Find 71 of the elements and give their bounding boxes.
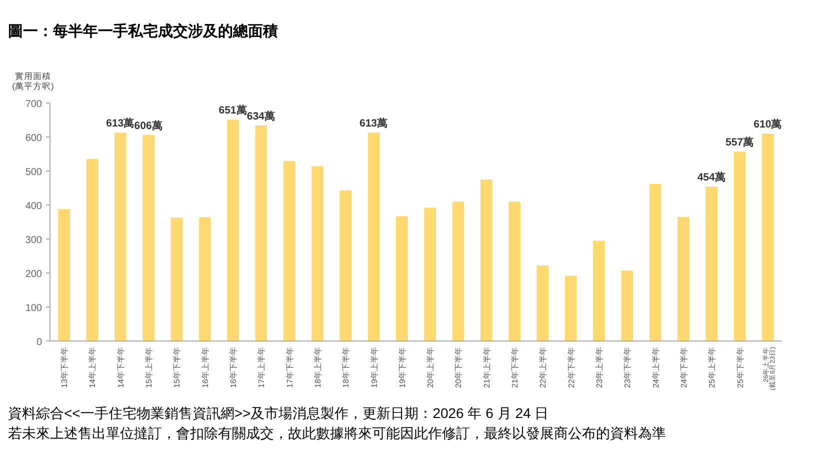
bar <box>593 240 605 341</box>
bar <box>283 161 296 341</box>
bar <box>480 180 492 341</box>
bar <box>340 190 352 341</box>
x-tick-label: 25年上半年 <box>708 347 717 388</box>
bar <box>58 209 70 341</box>
x-tick-label: 22年下半年 <box>566 347 576 388</box>
x-tick-label: 17年上半年 <box>257 347 266 388</box>
bar <box>312 166 324 341</box>
y-tick-label: 100 <box>25 303 42 314</box>
bar <box>762 134 774 341</box>
bar <box>536 266 549 341</box>
data-label: 610萬 <box>754 118 782 131</box>
x-tick-label: 25年下半年 <box>736 347 745 388</box>
bar <box>678 216 690 341</box>
x-tick-label: 24年下半年 <box>679 347 688 388</box>
y-axis-title: 實用面積 (萬平方呎) <box>12 71 54 91</box>
x-tick-label: 14年上半年 <box>88 347 98 388</box>
data-label: 557萬 <box>726 136 754 149</box>
x-tick-label: 22年上半年 <box>538 347 548 388</box>
x-tick-label: 16年下半年 <box>229 347 238 388</box>
bar <box>424 208 436 341</box>
chart-title: 圖一：每半年一手私宅成交涉及的總面積 <box>8 22 278 40</box>
bar <box>564 276 577 341</box>
y-tick-label: 500 <box>25 167 42 178</box>
bar <box>86 159 98 341</box>
bar <box>368 132 380 341</box>
bar <box>508 202 520 341</box>
bar <box>255 125 268 341</box>
x-tick-label: 20年上半年 <box>426 347 436 388</box>
bar <box>621 270 634 341</box>
x-tick-label: 18年上半年 <box>313 347 322 388</box>
x-tick-label: 18年下半年 <box>342 347 351 388</box>
data-label: 606萬 <box>134 118 163 132</box>
data-label: 454萬 <box>697 170 726 184</box>
x-tick-label: 21年上半年 <box>482 347 492 388</box>
x-tick-label: 23年上半年 <box>595 347 604 388</box>
bar <box>227 120 239 341</box>
bar <box>734 152 746 341</box>
bar <box>706 186 718 341</box>
x-tick-label: 23年下半年 <box>623 347 632 388</box>
bar <box>396 216 408 341</box>
data-label: 613萬 <box>106 116 135 130</box>
y-tick-label: 300 <box>25 235 42 246</box>
x-tick-label: 17年下半年 <box>285 347 294 388</box>
x-tick-label: 19年下半年 <box>398 347 407 388</box>
x-tick-label: 20年下半年 <box>454 347 464 388</box>
data-label: 634萬 <box>246 109 276 122</box>
bar <box>452 202 464 341</box>
x-tick-label: 21年下半年 <box>510 347 520 388</box>
data-label: 613萬 <box>360 116 388 130</box>
y-tick-label: 600 <box>25 133 42 144</box>
x-tick-label: 15年上半年 <box>144 347 154 388</box>
x-tick-label: 16年上半年 <box>200 347 210 388</box>
x-tick-label: 15年下半年 <box>172 347 182 388</box>
bar <box>142 134 154 341</box>
bar <box>170 218 183 341</box>
bar <box>198 217 211 341</box>
y-tick-label: 700 <box>25 99 42 110</box>
x-tick-label: 14年下半年 <box>116 347 126 388</box>
x-tick-label: 13年下半年 <box>60 347 70 388</box>
y-tick-label: 200 <box>25 269 42 280</box>
x-tick-label: 24年上半年 <box>651 347 660 388</box>
bar <box>114 132 126 341</box>
text: 若未來上述售出單位撻訂，會扣除有關成交，故此數據將來可能因此作修訂，最終以發展商公布的資料為準 <box>8 425 666 441</box>
data-label: 651萬 <box>218 104 248 117</box>
x-tick-label: 19年上半年 <box>370 347 379 388</box>
y-tick-label: 400 <box>25 201 42 212</box>
bar <box>649 184 662 341</box>
y-tick-label: 0 <box>36 337 42 348</box>
text: 資料綜合<<一手住宅物業銷售資訊網>>及市場消息製作，更新日期：2026 年 6 月 24 日 <box>8 405 549 421</box>
